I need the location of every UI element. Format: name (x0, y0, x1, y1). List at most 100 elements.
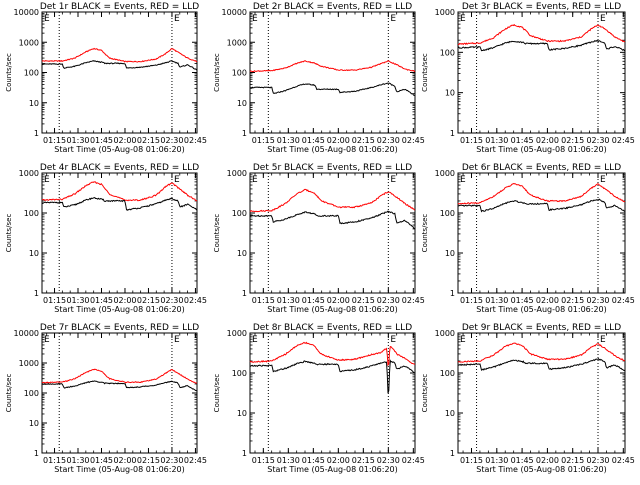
x-tick-label: 01:45 (302, 136, 325, 145)
x-tick-label: 02:30 (160, 136, 183, 145)
x-tick-label: 01:15 (460, 456, 483, 465)
y-tick-label: 1 (34, 449, 39, 458)
plot-frame (458, 333, 625, 453)
x-tick-label: 01:45 (90, 136, 113, 145)
y-axis-label: Counts/sec (421, 53, 429, 92)
chart-title: Det 5r BLACK = Events, RED = LLD (253, 163, 412, 173)
marker-label-e: E (600, 14, 606, 24)
x-tick-label: 01:45 (511, 296, 534, 305)
x-tick-label: 02:00 (327, 456, 350, 465)
y-tick-label: 100 (24, 389, 39, 398)
x-tick-label: 01:45 (90, 296, 113, 305)
series-line-events (250, 211, 415, 229)
y-tick-label: 10 (29, 419, 39, 428)
plot-frame (42, 333, 197, 453)
y-tick-label: 1000 (435, 8, 455, 17)
plot-frame (42, 12, 197, 133)
x-tick-label: 02:30 (377, 136, 400, 145)
x-tick-label: 01:45 (302, 296, 325, 305)
y-tick-label: 100 (232, 69, 247, 78)
y-axis-label: Counts/sec (213, 53, 221, 92)
y-axis-label: Counts/sec (213, 214, 221, 253)
x-tick-label: 01:15 (43, 136, 66, 145)
x-tick-label: 02:45 (612, 136, 635, 145)
series-line-lld (458, 184, 625, 204)
y-tick-label: 1000 (19, 169, 39, 178)
y-tick-label: 1000 (435, 329, 455, 338)
x-tick-label: 01:30 (277, 456, 300, 465)
y-tick-label: 1 (34, 289, 39, 298)
x-tick-label: 01:30 (277, 296, 300, 305)
chart-title: Det 4r BLACK = Events, RED = LLD (40, 163, 199, 173)
x-tick-label: 01:45 (511, 136, 534, 145)
y-tick-label: 100 (24, 209, 39, 218)
y-tick-label: 1000 (435, 169, 455, 178)
marker-label-e: E (44, 335, 50, 345)
plot-frame (458, 173, 625, 293)
x-tick-label: 01:30 (66, 136, 89, 145)
chart-panel-6: Det 6r BLACK = Events, RED = LLD11010010… (421, 163, 635, 314)
chart-title: Det 9r BLACK = Events, RED = LLD (462, 323, 621, 333)
x-tick-label: 01:30 (277, 136, 300, 145)
y-tick-label: 1 (450, 129, 455, 138)
x-tick-label: 02:00 (113, 456, 136, 465)
y-tick-label: 100 (232, 369, 247, 378)
series-line-lld (250, 61, 415, 72)
x-tick-label: 02:45 (184, 136, 207, 145)
chart-title: Det 1r BLACK = Events, RED = LLD (40, 2, 199, 12)
x-tick-label: 01:45 (511, 456, 534, 465)
y-tick-label: 1 (242, 289, 247, 298)
marker-label-e: E (600, 175, 606, 185)
series-line-events (250, 83, 415, 95)
y-tick-label: 1000 (227, 169, 247, 178)
chart-panel-8: Det 8r BLACK = Events, RED = LLD11010010… (213, 323, 425, 474)
plot-frame (42, 173, 197, 293)
y-tick-label: 10 (237, 99, 247, 108)
x-axis-label: Start Time (05-Aug-08 01:06:20) (267, 305, 398, 314)
y-tick-label: 10000 (222, 8, 247, 17)
x-tick-label: 01:45 (302, 456, 325, 465)
y-tick-label: 10 (445, 249, 455, 258)
x-tick-label: 02:30 (377, 296, 400, 305)
series-line-events (42, 198, 197, 211)
marker-label-e: E (390, 335, 396, 345)
marker-label-e: E (390, 175, 396, 185)
x-tick-label: 02:15 (352, 296, 375, 305)
y-tick-label: 1 (242, 129, 247, 138)
x-tick-label: 02:45 (612, 456, 635, 465)
x-tick-label: 02:45 (184, 456, 207, 465)
plot-frame (458, 12, 625, 133)
y-axis-label: Counts/sec (5, 214, 13, 253)
y-tick-label: 1000 (19, 359, 39, 368)
y-tick-label: 10 (29, 249, 39, 258)
y-tick-label: 100 (440, 209, 455, 218)
y-tick-label: 100 (440, 48, 455, 57)
marker-label-e: E (460, 175, 466, 185)
plot-frame (250, 12, 415, 133)
y-tick-label: 100 (440, 369, 455, 378)
x-tick-label: 01:15 (460, 296, 483, 305)
marker-label-e: E (460, 335, 466, 345)
x-tick-label: 02:30 (160, 456, 183, 465)
x-tick-label: 02:15 (352, 136, 375, 145)
x-tick-label: 01:15 (43, 456, 66, 465)
chart-title: Det 2r BLACK = Events, RED = LLD (253, 2, 412, 12)
chart-title: Det 8r BLACK = Events, RED = LLD (253, 323, 412, 333)
x-tick-label: 02:15 (561, 136, 584, 145)
x-axis-label: Start Time (05-Aug-08 01:06:20) (267, 465, 398, 474)
x-tick-label: 02:45 (402, 136, 425, 145)
y-tick-label: 1000 (227, 329, 247, 338)
x-tick-label: 02:00 (536, 296, 559, 305)
x-tick-label: 02:45 (612, 296, 635, 305)
x-tick-label: 01:15 (252, 136, 275, 145)
y-axis-label: Counts/sec (421, 214, 429, 253)
chart-panel-4: Det 4r BLACK = Events, RED = LLD 1 10 100 10… (5, 163, 207, 314)
x-axis-label: Start Time (05-Aug-08 01:06:20) (267, 145, 398, 154)
x-tick-label: 01:30 (485, 296, 508, 305)
series-line-lld (42, 182, 197, 201)
x-axis-label: Start Time (05-Aug-08 01:06:20) (54, 465, 185, 474)
series-line-events (458, 359, 625, 371)
x-tick-label: 02:15 (137, 136, 160, 145)
